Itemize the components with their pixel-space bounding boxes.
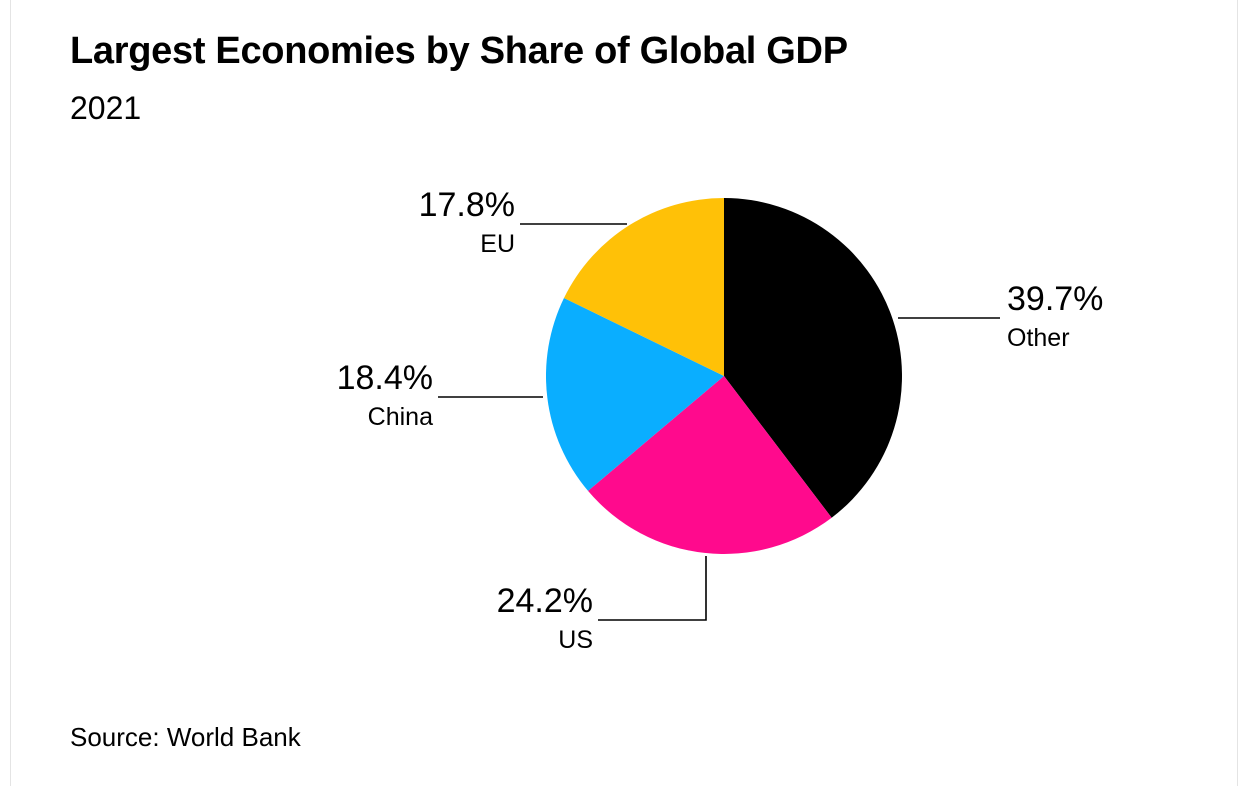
- chart-subtitle: 2021: [70, 90, 142, 126]
- slice-value-label-other: 39.7%: [1007, 280, 1103, 318]
- leader-line-us: [598, 556, 707, 621]
- chart-title: Largest Economies by Share of Global GDP: [70, 30, 848, 72]
- leader-lines: [438, 223, 1000, 621]
- source-note: Source: World Bank: [70, 722, 301, 752]
- slice-category-label-other: Other: [1007, 324, 1070, 352]
- slice-category-label-us: US: [558, 626, 593, 654]
- slice-labels: 39.7% Other 24.2% US 18.4% China 17.8% EU: [337, 186, 1104, 654]
- slice-value-label-us: 24.2%: [497, 582, 593, 620]
- pie-slice-other: [724, 198, 902, 518]
- slice-value-label-china: 18.4%: [337, 359, 433, 397]
- slice-category-label-eu: EU: [480, 230, 515, 258]
- pie-slice-us: [588, 376, 832, 555]
- pie-slice-eu: [563, 197, 724, 376]
- slice-value-label-eu: 17.8%: [419, 186, 515, 224]
- pie-slice-china: [545, 298, 724, 491]
- slice-category-label-china: China: [368, 403, 433, 431]
- pie-slices: [545, 197, 902, 555]
